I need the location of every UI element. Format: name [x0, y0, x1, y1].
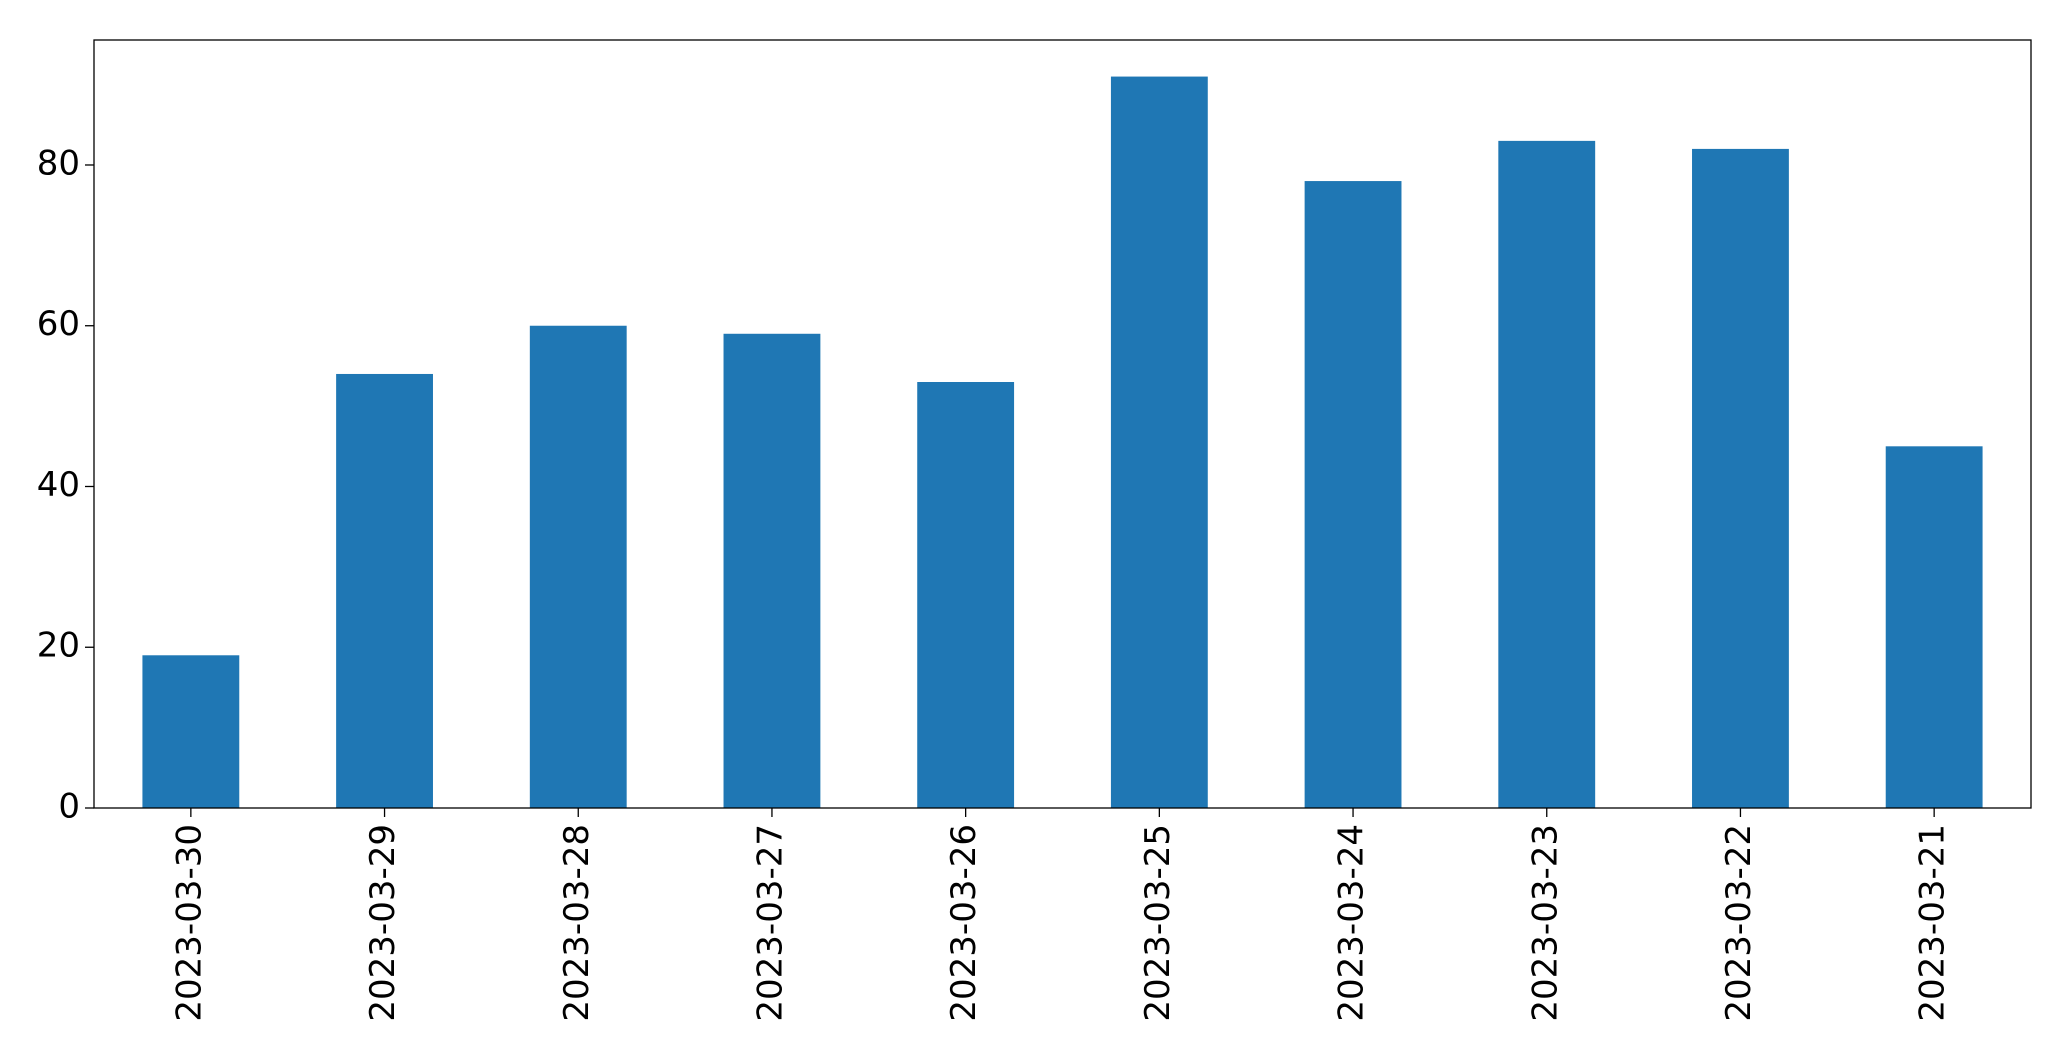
x-tick-label: 2023-03-28 [557, 824, 597, 1022]
x-tick-label: 2023-03-29 [363, 824, 403, 1022]
y-tick-label: 40 [37, 465, 80, 505]
bar [917, 382, 1015, 808]
bar [529, 325, 627, 808]
x-tick-label: 2023-03-23 [1525, 824, 1565, 1022]
plot-frame [93, 39, 2032, 809]
bar [142, 655, 240, 808]
y-tick-label: 0 [58, 787, 80, 827]
x-tick-label: 2023-03-21 [1913, 824, 1953, 1022]
bar [723, 333, 821, 808]
x-tick-label: 2023-03-22 [1719, 824, 1759, 1022]
bar [336, 373, 433, 808]
bar [1692, 148, 1789, 808]
bar [1885, 446, 1983, 808]
x-tick-label: 2023-03-25 [1138, 824, 1178, 1022]
y-tick-label: 60 [37, 304, 80, 344]
y-tick-label: 80 [37, 143, 80, 183]
x-tick-label: 2023-03-30 [169, 824, 209, 1022]
x-tick-label: 2023-03-26 [944, 824, 984, 1022]
bar [1110, 76, 1208, 809]
x-tick-label: 2023-03-24 [1332, 824, 1372, 1022]
x-tick-label: 2023-03-27 [750, 824, 790, 1022]
y-tick-label: 20 [37, 626, 80, 666]
bar [1304, 181, 1402, 808]
bar [1498, 140, 1596, 808]
